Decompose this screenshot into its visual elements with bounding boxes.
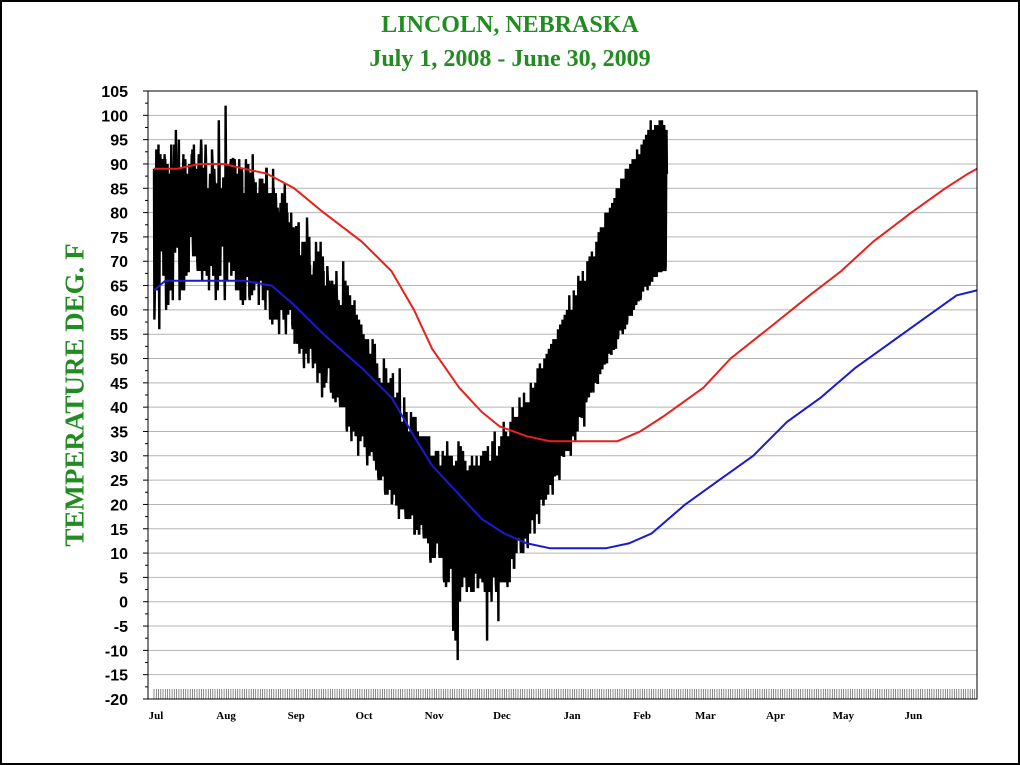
- y-tick-label: -10: [105, 643, 128, 660]
- y-tick-label: 5: [119, 570, 128, 587]
- x-day-ticks-path: [153, 689, 978, 699]
- y-minor-ticks: [143, 90, 148, 700]
- y-tick-label: 60: [110, 303, 128, 320]
- y-tick-label: 10: [110, 546, 128, 563]
- y-tick-label: -15: [105, 668, 128, 685]
- x-tick-label: Sep: [288, 710, 305, 722]
- y-tick-label: 45: [110, 376, 128, 393]
- y-tick-label: 50: [110, 352, 128, 369]
- y-tick-label: 30: [110, 449, 128, 466]
- y-tick-label: 95: [110, 133, 128, 150]
- y-tick-label: 70: [110, 254, 128, 271]
- x-tick-label: Aug: [216, 710, 236, 722]
- y-tick-label: 75: [110, 230, 128, 247]
- y-tick-label: -5: [114, 619, 128, 636]
- series-normal-low-line: [153, 279, 978, 550]
- y-tick-label: 0: [119, 595, 128, 612]
- chart-subtitle: July 1, 2008 - June 30, 2009: [369, 46, 651, 72]
- y-tick-label: 65: [110, 279, 128, 296]
- series-lines: [152, 105, 978, 661]
- x-tick-label: Jun: [905, 710, 923, 722]
- y-tick-label: -20: [105, 692, 128, 709]
- y-tick-label: 100: [101, 108, 128, 125]
- series-normal-high-line: [154, 163, 978, 443]
- y-tick-label: 35: [110, 424, 128, 441]
- y-tick-label: 90: [110, 157, 128, 174]
- x-tick-label: Mar: [695, 710, 716, 722]
- y-tick-label: 105: [101, 84, 128, 101]
- x-tick-label: Apr: [766, 710, 785, 722]
- y-tick-label: 80: [110, 206, 128, 223]
- y-tick-label: 40: [110, 400, 128, 417]
- x-tick-label: Jul: [149, 710, 164, 722]
- series-observed-temperature-line: [152, 105, 669, 661]
- x-tick-labels: Jul Aug Sep Oct Nov Dec Jan Feb Mar Apr May Jun: [149, 710, 923, 722]
- x-tick-label: Feb: [633, 710, 651, 722]
- y-tick-label: 20: [110, 497, 128, 514]
- y-tick-label: 15: [110, 522, 128, 539]
- y-tick-labels: -20 -15 -10 -5 0 5 10 15 20 25 30 35 40 45 50 55 60 65 70 7…: [101, 84, 128, 709]
- x-tick-label: Nov: [425, 710, 444, 722]
- x-tick-label: Jan: [563, 710, 580, 722]
- plot-area-border: [147, 90, 978, 700]
- y-tick-label: 25: [110, 473, 128, 490]
- chart-title: LINCOLN, NEBRASKA: [381, 12, 639, 38]
- y-tick-label: 85: [110, 181, 128, 198]
- x-tick-label: Oct: [355, 710, 372, 722]
- y-tick-label: 55: [110, 327, 128, 344]
- x-tick-label: May: [833, 710, 855, 722]
- x-tick-label: Dec: [493, 710, 511, 722]
- x-day-ticks: [153, 689, 978, 699]
